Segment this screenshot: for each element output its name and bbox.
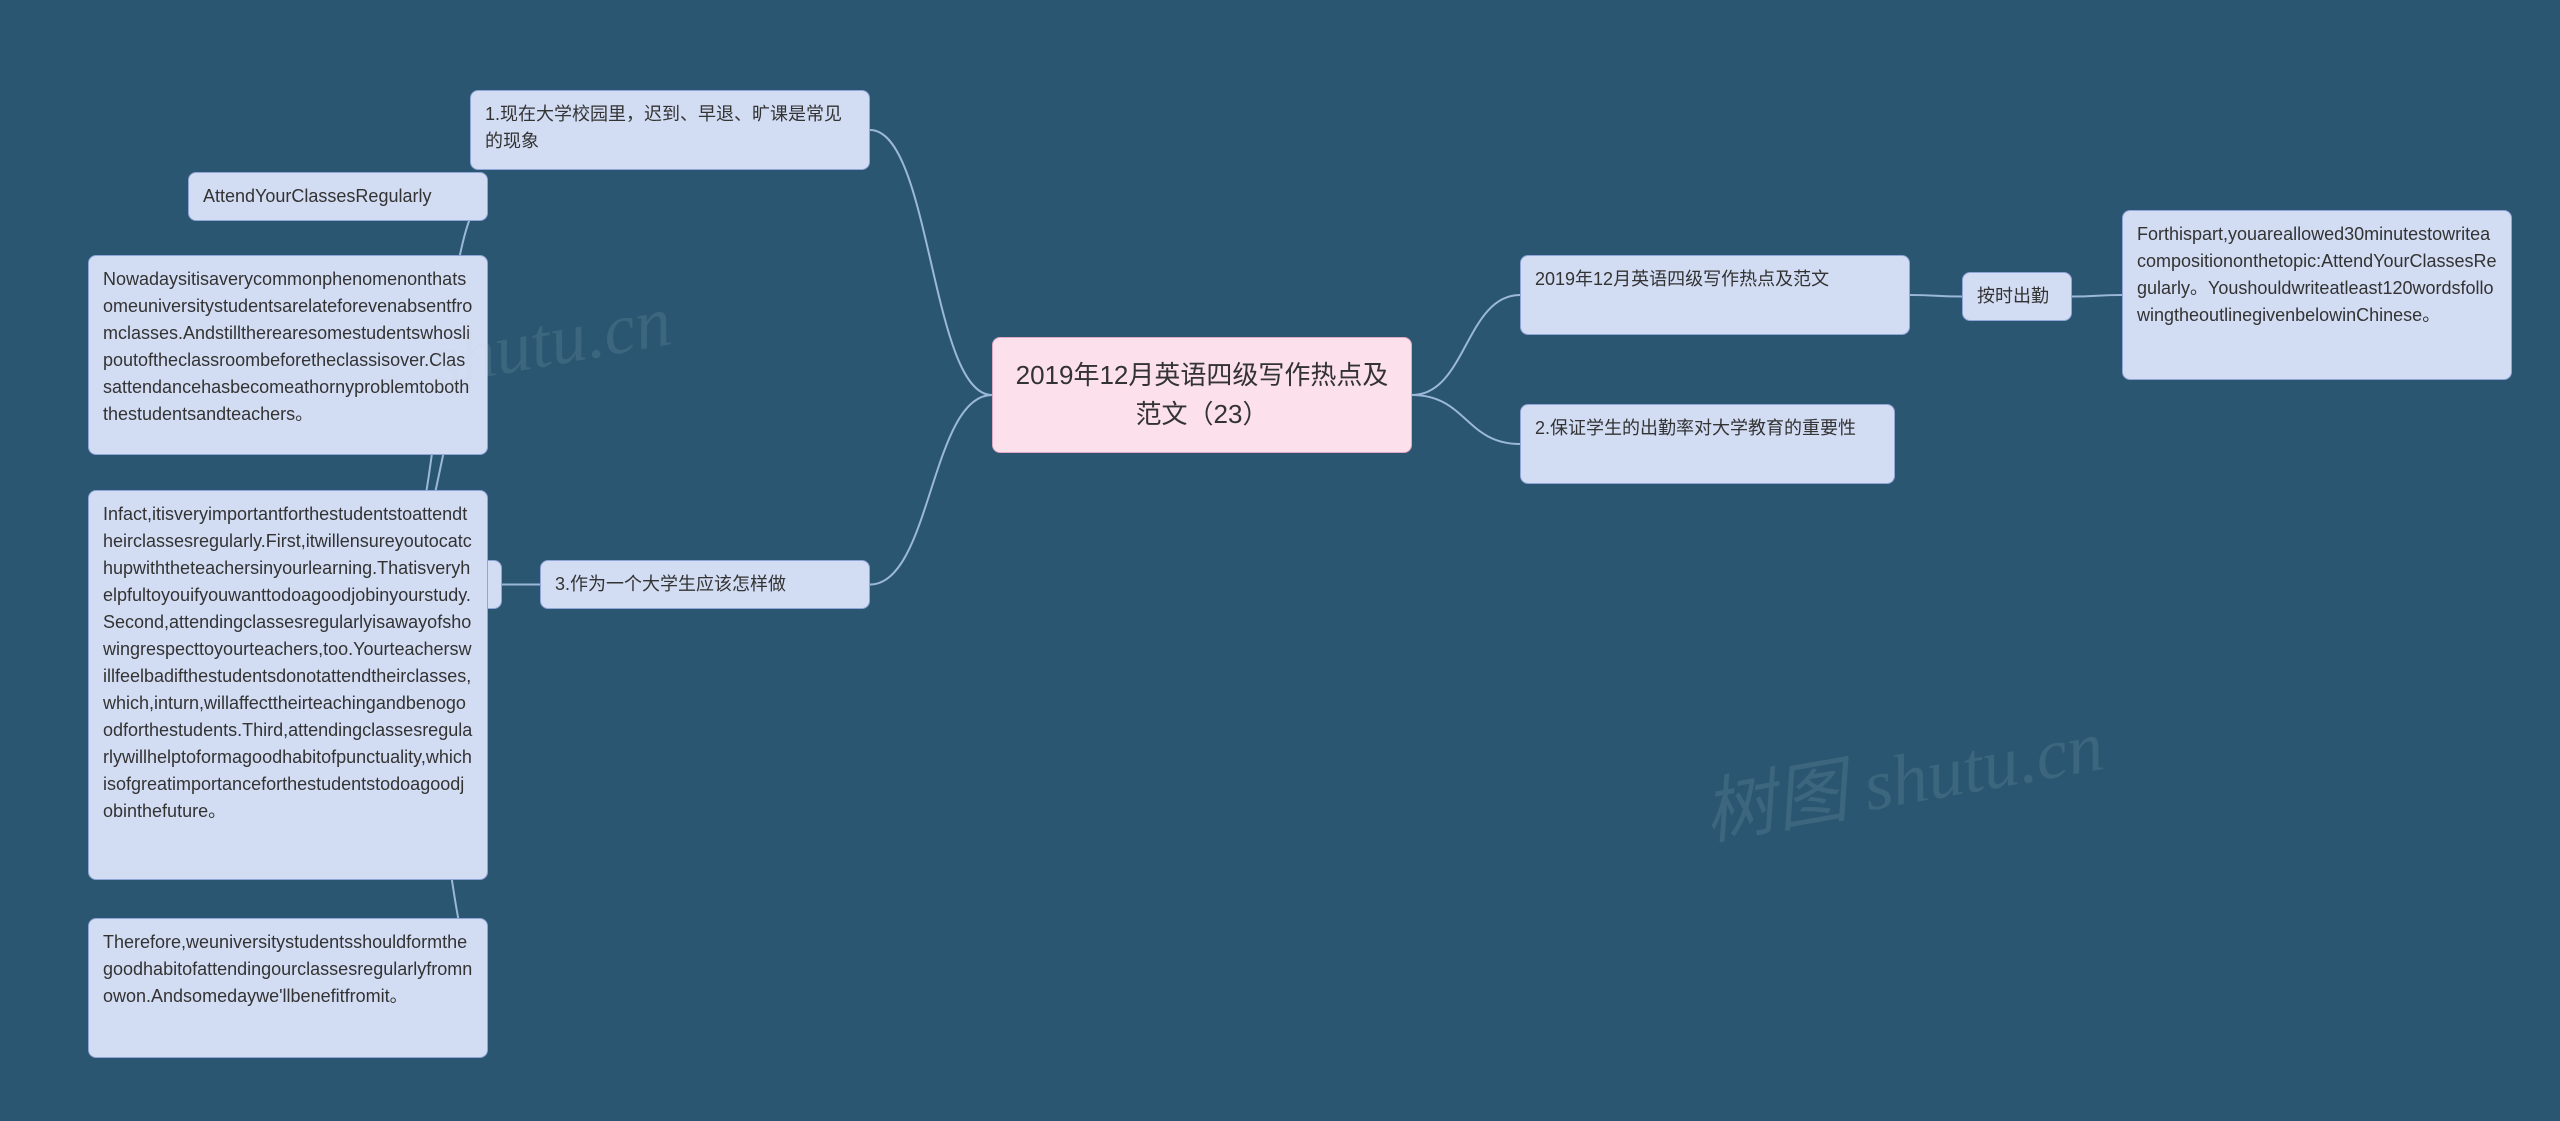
node-label: 2.保证学生的出勤率对大学教育的重要性 bbox=[1535, 418, 1856, 438]
node-label: 2019年12月英语四级写作热点及范文（23） bbox=[1016, 360, 1389, 429]
node-left2: 3.作为一个大学生应该怎样做 bbox=[540, 560, 870, 609]
node-label: Infact,itisveryimportantforthestudentsto… bbox=[103, 504, 472, 821]
node-right1: 2019年12月英语四级写作热点及范文 bbox=[1520, 255, 1910, 335]
node-left1: 1.现在大学校园里，迟到、早退、旷课是常见的现象 bbox=[470, 90, 870, 170]
node-right1b: Forthispart,youareallowed30minutestowrit… bbox=[2122, 210, 2512, 380]
node-para4: Therefore,weuniversitystudentsshouldform… bbox=[88, 918, 488, 1058]
node-label: 1.现在大学校园里，迟到、早退、旷课是常见的现象 bbox=[485, 104, 842, 151]
edge bbox=[870, 395, 992, 585]
node-label: Forthispart,youareallowed30minutestowrit… bbox=[2137, 224, 2497, 325]
node-root: 2019年12月英语四级写作热点及范文（23） bbox=[992, 337, 1412, 453]
watermark: 树图 shutu.cn bbox=[1694, 686, 2110, 860]
node-label: 3.作为一个大学生应该怎样做 bbox=[555, 574, 786, 594]
node-para2: Nowadaysitisaverycommonphenomenonthatsom… bbox=[88, 255, 488, 455]
edge bbox=[1412, 295, 1520, 395]
edge bbox=[1412, 395, 1520, 444]
node-para1: AttendYourClassesRegularly bbox=[188, 172, 488, 221]
node-para3: Infact,itisveryimportantforthestudentsto… bbox=[88, 490, 488, 880]
node-label: 2019年12月英语四级写作热点及范文 bbox=[1535, 269, 1829, 289]
node-right1a: 按时出勤 bbox=[1962, 272, 2072, 321]
edge bbox=[2072, 295, 2122, 297]
node-label: 按时出勤 bbox=[1977, 286, 2049, 306]
edge bbox=[870, 130, 992, 395]
node-right2: 2.保证学生的出勤率对大学教育的重要性 bbox=[1520, 404, 1895, 484]
node-label: Therefore,weuniversitystudentsshouldform… bbox=[103, 932, 472, 1006]
edge bbox=[1910, 295, 1962, 297]
node-label: AttendYourClassesRegularly bbox=[203, 186, 431, 206]
node-label: Nowadaysitisaverycommonphenomenonthatsom… bbox=[103, 269, 472, 424]
